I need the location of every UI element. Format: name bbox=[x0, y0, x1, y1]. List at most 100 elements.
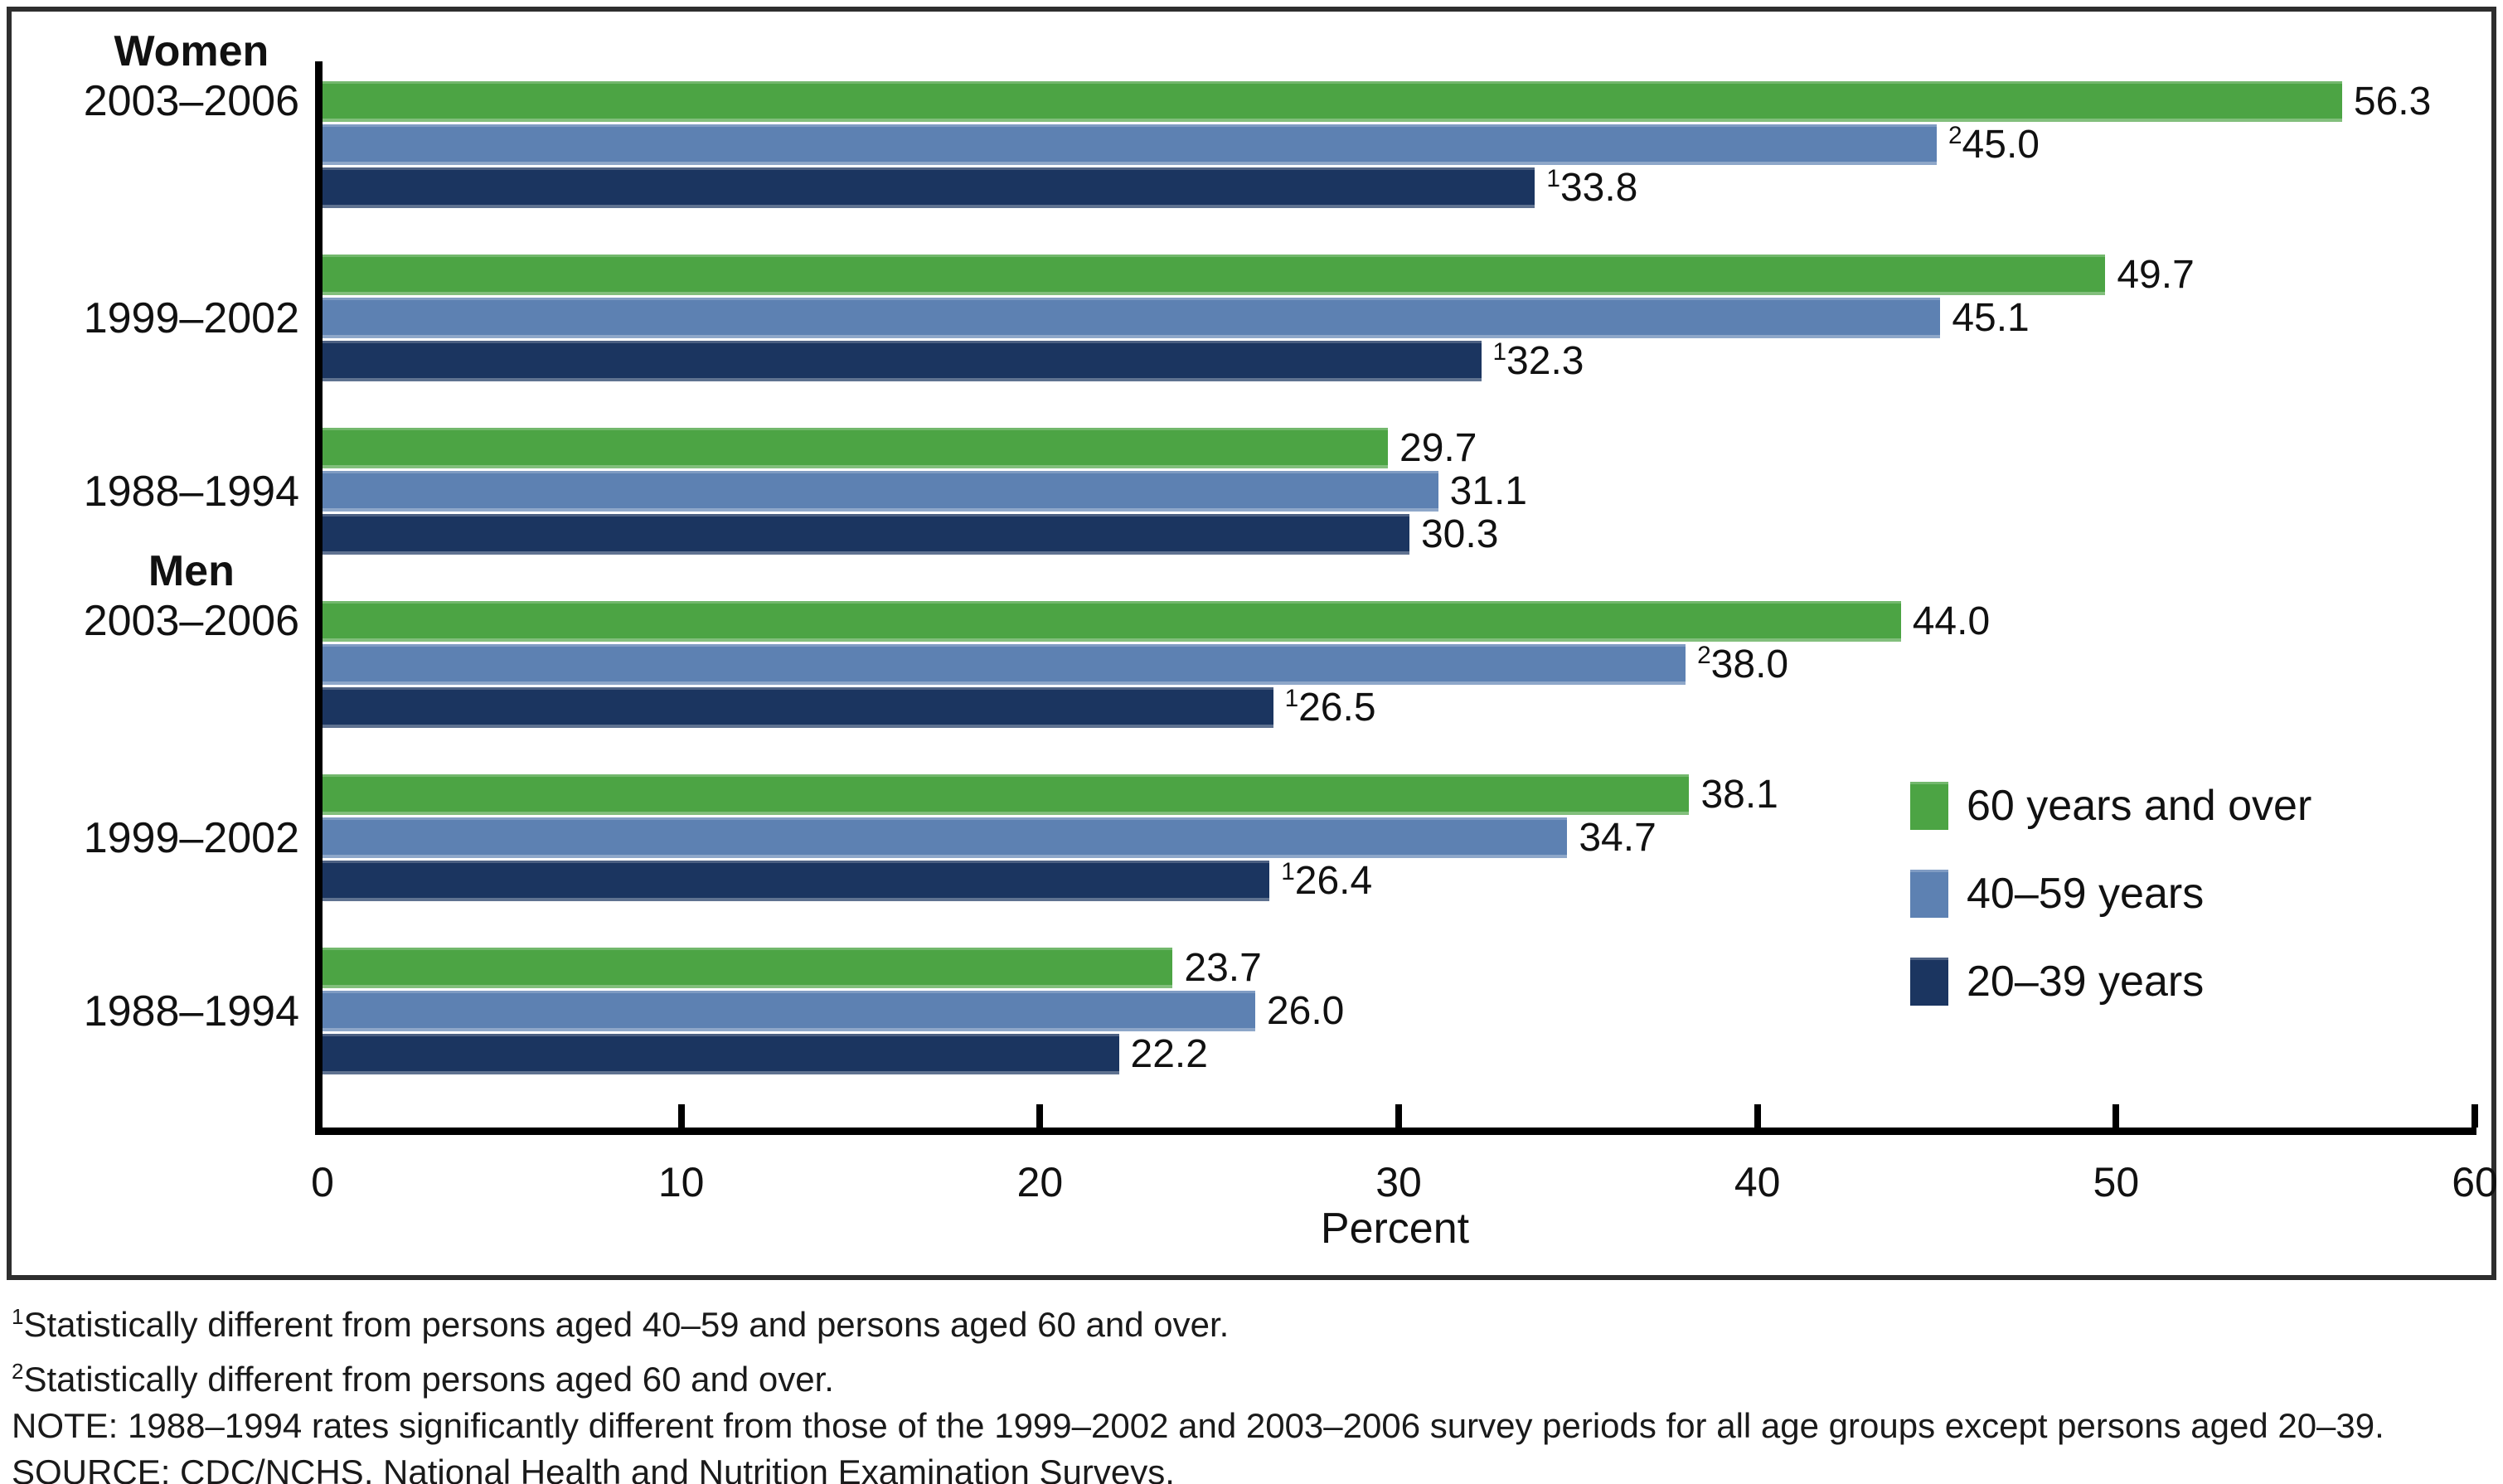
bar bbox=[323, 861, 1270, 901]
x-axis-line bbox=[315, 1128, 2476, 1135]
group-period-label: 2003–2006 bbox=[83, 77, 299, 125]
tick-label: 50 bbox=[2093, 1159, 2140, 1205]
bar bbox=[323, 774, 1690, 815]
legend-item: 60 years and over bbox=[1910, 781, 2311, 831]
bar-group: 1999–2002 38.1 34.7 126.4 bbox=[12, 773, 2475, 903]
bar-row: 26.0 bbox=[323, 989, 2475, 1033]
bar-value-label: 238.0 bbox=[1697, 642, 1789, 686]
group-label: Women 2003–2006 bbox=[84, 27, 299, 126]
bar bbox=[323, 167, 1535, 208]
bar-value-label: 126.5 bbox=[1284, 685, 1376, 730]
legend-label: 60 years and over bbox=[1967, 782, 2312, 830]
bar bbox=[323, 255, 2106, 295]
bar-row: 245.0 bbox=[323, 122, 2475, 167]
bar-value-label: 44.0 bbox=[1912, 599, 1991, 643]
footnote-superscript: 2 bbox=[12, 1359, 24, 1384]
bar-row: 56.3 bbox=[323, 80, 2475, 124]
bar-group: 1988–1994 23.7 26.0 22.2 bbox=[12, 946, 2475, 1076]
tick-mark bbox=[677, 1104, 685, 1128]
bar-value-label: 49.7 bbox=[2117, 253, 2195, 297]
group-label: 1999–2002 bbox=[84, 813, 299, 863]
group-period-label: 1988–1994 bbox=[83, 467, 299, 516]
group-label-cell: 1988–1994 bbox=[12, 428, 323, 555]
group-label: 1999–2002 bbox=[84, 293, 299, 343]
legend-item: 20–39 years bbox=[1910, 957, 2311, 1006]
bar-row: 45.1 bbox=[323, 296, 2475, 340]
bar-value-label: 133.8 bbox=[1546, 165, 1638, 210]
group-bars: 29.7 31.1 30.3 bbox=[323, 426, 2475, 556]
bar bbox=[323, 81, 2342, 122]
group-bars: 44.0 238.0 126.5 bbox=[323, 599, 2475, 730]
bar-value-label: 22.2 bbox=[1130, 1032, 1208, 1076]
tick-label: 40 bbox=[1734, 1159, 1781, 1205]
bar-value-label: 26.0 bbox=[1266, 989, 1345, 1033]
x-axis-title: Percent bbox=[1320, 1205, 1470, 1253]
group-period-label: 1999–2002 bbox=[83, 813, 299, 862]
legend-swatch bbox=[1910, 958, 1948, 1006]
bar-groups-container: Women 2003–2006 56.3 245.0 133.8 1999–2002 49.… bbox=[12, 27, 2475, 1076]
tick-mark bbox=[1754, 1104, 1761, 1128]
value-superscript: 2 bbox=[1948, 122, 1962, 149]
tick-mark bbox=[2113, 1104, 2120, 1128]
legend-item: 40–59 years bbox=[1910, 869, 2311, 919]
tick-mark bbox=[1395, 1104, 1402, 1128]
bar-row: 132.3 bbox=[323, 338, 2475, 383]
bar bbox=[323, 948, 1173, 988]
value-superscript: 1 bbox=[1284, 685, 1299, 712]
bar bbox=[323, 471, 1438, 512]
bar-row: 29.7 bbox=[323, 426, 2475, 470]
bar bbox=[323, 298, 1941, 338]
bar-row: 23.7 bbox=[323, 946, 2475, 990]
legend-swatch bbox=[1910, 782, 1948, 830]
footnote-line: SOURCE: CDC/NCHS, National Health and Nu… bbox=[12, 1452, 1175, 1484]
bar bbox=[323, 1034, 1119, 1074]
value-superscript: 1 bbox=[1492, 338, 1507, 366]
group-period-label: 1999–2002 bbox=[83, 293, 299, 342]
bar-value-label: 34.7 bbox=[1579, 816, 1657, 860]
value-superscript: 1 bbox=[1281, 858, 1295, 885]
bar-row: 34.7 bbox=[323, 816, 2475, 860]
bar bbox=[323, 601, 1901, 642]
bar-row: 31.1 bbox=[323, 469, 2475, 513]
value-superscript: 2 bbox=[1697, 642, 1711, 669]
footnotes: 1Statistically different from persons ag… bbox=[12, 1293, 2495, 1484]
bar-value-label: 23.7 bbox=[1184, 946, 1262, 990]
group-bars: 23.7 26.0 22.2 bbox=[323, 946, 2475, 1076]
group-period-label: 2003–2006 bbox=[83, 597, 299, 645]
bar-group: Men 2003–2006 44.0 238.0 126.5 bbox=[12, 547, 2475, 730]
bar-row: 238.0 bbox=[323, 642, 2475, 686]
footnote-line: NOTE: 1988–1994 rates significantly diff… bbox=[12, 1406, 2384, 1445]
legend-swatch bbox=[1910, 870, 1948, 918]
bar-value-label: 38.1 bbox=[1700, 773, 1778, 817]
bar-row: 38.1 bbox=[323, 773, 2475, 817]
footnote-superscript: 1 bbox=[12, 1304, 24, 1329]
bar bbox=[323, 341, 1482, 381]
bar-value-label: 56.3 bbox=[2353, 80, 2432, 124]
group-section-label: Women bbox=[114, 27, 269, 75]
group-label-cell: 1999–2002 bbox=[12, 255, 323, 381]
bar-group: Women 2003–2006 56.3 245.0 133.8 bbox=[12, 27, 2475, 210]
bar bbox=[323, 687, 1273, 728]
group-label: 1988–1994 bbox=[84, 467, 299, 516]
tick-label: 0 bbox=[311, 1159, 334, 1205]
group-period-label: 1988–1994 bbox=[83, 987, 299, 1035]
group-label-cell: 1988–1994 bbox=[12, 948, 323, 1074]
bar bbox=[323, 817, 1568, 858]
group-label: Men 2003–2006 bbox=[84, 546, 299, 646]
footnote-line: 1Statistically different from persons ag… bbox=[12, 1304, 1230, 1344]
group-bars: 49.7 45.1 132.3 bbox=[323, 253, 2475, 383]
tick-label: 10 bbox=[657, 1159, 705, 1205]
group-bars: 38.1 34.7 126.4 bbox=[323, 773, 2475, 903]
tick-mark bbox=[2471, 1104, 2478, 1128]
bar bbox=[323, 514, 1409, 555]
group-label: 1988–1994 bbox=[84, 987, 299, 1036]
value-superscript: 1 bbox=[1546, 165, 1560, 192]
bar bbox=[323, 991, 1255, 1031]
group-label-cell: Men 2003–2006 bbox=[12, 547, 323, 728]
bar bbox=[323, 124, 1937, 165]
bar-row: 44.0 bbox=[323, 599, 2475, 643]
group-label-cell: 1999–2002 bbox=[12, 774, 323, 901]
bar-value-label: 31.1 bbox=[1449, 469, 1527, 513]
bar-value-label: 245.0 bbox=[1948, 122, 2040, 167]
